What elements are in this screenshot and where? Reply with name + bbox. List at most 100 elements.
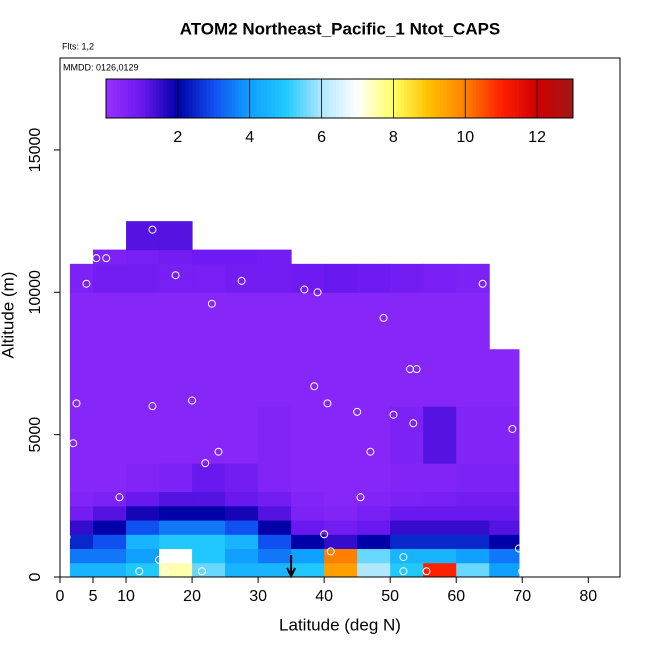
sample-point bbox=[353, 407, 362, 416]
colorbar-swatch bbox=[371, 79, 376, 118]
colorbar-swatch bbox=[443, 79, 448, 118]
heat-cell bbox=[225, 505, 259, 521]
colorbar-swatch bbox=[231, 79, 236, 118]
colorbar-swatch bbox=[486, 79, 491, 118]
x-tick-label: 0 bbox=[56, 588, 65, 605]
marker-arrow-head bbox=[286, 567, 297, 579]
colorbar-swatch bbox=[361, 79, 366, 118]
colorbar-swatch bbox=[407, 79, 412, 118]
sample-point bbox=[412, 365, 421, 374]
colorbar-swatch bbox=[299, 79, 304, 118]
colorbar-swatch bbox=[483, 79, 488, 118]
heat-cell bbox=[423, 263, 457, 293]
heat-cell bbox=[192, 562, 226, 578]
flights-note: Flts: 1,2 bbox=[62, 41, 94, 51]
heat-cell bbox=[126, 249, 160, 265]
heat-cell bbox=[159, 505, 193, 521]
colorbar-swatch bbox=[113, 79, 118, 118]
colorbar-swatch bbox=[335, 79, 340, 118]
sample-point bbox=[188, 396, 197, 405]
heat-cell bbox=[390, 520, 424, 535]
colorbar-swatch bbox=[321, 79, 326, 118]
heat-cell bbox=[423, 548, 457, 564]
colorbar-swatch bbox=[547, 79, 552, 118]
colorbar-tick-label: 10 bbox=[456, 129, 474, 146]
colorbar-swatch bbox=[465, 79, 470, 118]
heat-cell bbox=[225, 534, 259, 550]
colorbar-tick-label: 12 bbox=[528, 129, 546, 146]
heat-cell bbox=[159, 249, 193, 265]
heat-cell bbox=[225, 263, 259, 293]
colorbar-swatch bbox=[522, 79, 527, 118]
colorbar-swatch bbox=[526, 79, 531, 118]
heat-cell bbox=[291, 505, 325, 521]
heat-cell bbox=[69, 292, 94, 350]
y-tick-label: 5000 bbox=[27, 417, 44, 453]
colorbar-swatch bbox=[235, 79, 240, 118]
colorbar-swatch bbox=[357, 79, 362, 118]
heat-cell bbox=[489, 534, 520, 550]
colorbar-swatch bbox=[213, 79, 218, 118]
heat-cell bbox=[489, 491, 520, 507]
heat-cell bbox=[159, 562, 193, 578]
y-tick-label: 0 bbox=[27, 572, 44, 581]
heat-cell bbox=[390, 263, 424, 293]
heat-cell bbox=[489, 505, 520, 521]
heat-cell bbox=[258, 505, 292, 521]
heat-cell bbox=[357, 548, 391, 564]
colorbar-swatch bbox=[170, 79, 175, 118]
sample-point bbox=[508, 424, 517, 433]
colorbar-swatch bbox=[411, 79, 416, 118]
heat-cell bbox=[357, 463, 391, 493]
heat-cell bbox=[456, 406, 490, 464]
colorbar-swatch bbox=[296, 79, 301, 118]
colorbar-swatch bbox=[490, 79, 495, 118]
sample-point bbox=[197, 567, 206, 576]
colorbar-swatch bbox=[404, 79, 409, 118]
x-tick-label: 40 bbox=[315, 588, 333, 605]
colorbar-swatch bbox=[195, 79, 200, 118]
heat-cell bbox=[456, 505, 490, 521]
heat-cell bbox=[258, 349, 292, 407]
sample-point bbox=[171, 271, 180, 280]
colorbar-swatch bbox=[436, 79, 441, 118]
heat-cell bbox=[456, 463, 490, 493]
heat-cell bbox=[126, 520, 160, 535]
x-tick-label: 10 bbox=[117, 588, 135, 605]
sample-point bbox=[237, 276, 246, 285]
heat-cell bbox=[423, 505, 457, 521]
colorbar-swatch bbox=[353, 79, 358, 118]
colorbar-tick-label: 8 bbox=[389, 129, 398, 146]
heat-cell bbox=[126, 463, 160, 493]
colorbar-swatch bbox=[246, 79, 251, 118]
heat-cell bbox=[93, 562, 127, 578]
heat-cell bbox=[192, 491, 226, 507]
heat-cell bbox=[324, 548, 358, 564]
heat-cell bbox=[93, 349, 127, 407]
heat-cell bbox=[126, 505, 160, 521]
heat-cell bbox=[423, 463, 457, 493]
colorbar-swatch bbox=[396, 79, 401, 118]
heat-cell bbox=[423, 534, 457, 550]
heat-cell bbox=[423, 491, 457, 507]
heat-cell bbox=[93, 534, 127, 550]
heat-cell bbox=[489, 349, 520, 407]
colorbar-swatch bbox=[529, 79, 534, 118]
heat-cell bbox=[456, 562, 490, 578]
heat-cell bbox=[291, 349, 325, 407]
sample-point bbox=[72, 399, 81, 408]
colorbar-swatch bbox=[325, 79, 330, 118]
colorbar-swatch bbox=[555, 79, 560, 118]
heat-cell bbox=[69, 491, 94, 507]
sample-point bbox=[92, 254, 101, 263]
heat-cell bbox=[159, 221, 193, 251]
colorbar-swatch bbox=[386, 79, 391, 118]
colorbar-swatch bbox=[220, 79, 225, 118]
colorbar-swatch bbox=[472, 79, 477, 118]
x-axis-label: Latitude (deg N) bbox=[279, 615, 401, 634]
heat-cell bbox=[456, 263, 490, 293]
colorbar-swatch bbox=[224, 79, 229, 118]
colorbar-swatch bbox=[551, 79, 556, 118]
sample-point bbox=[399, 553, 408, 562]
